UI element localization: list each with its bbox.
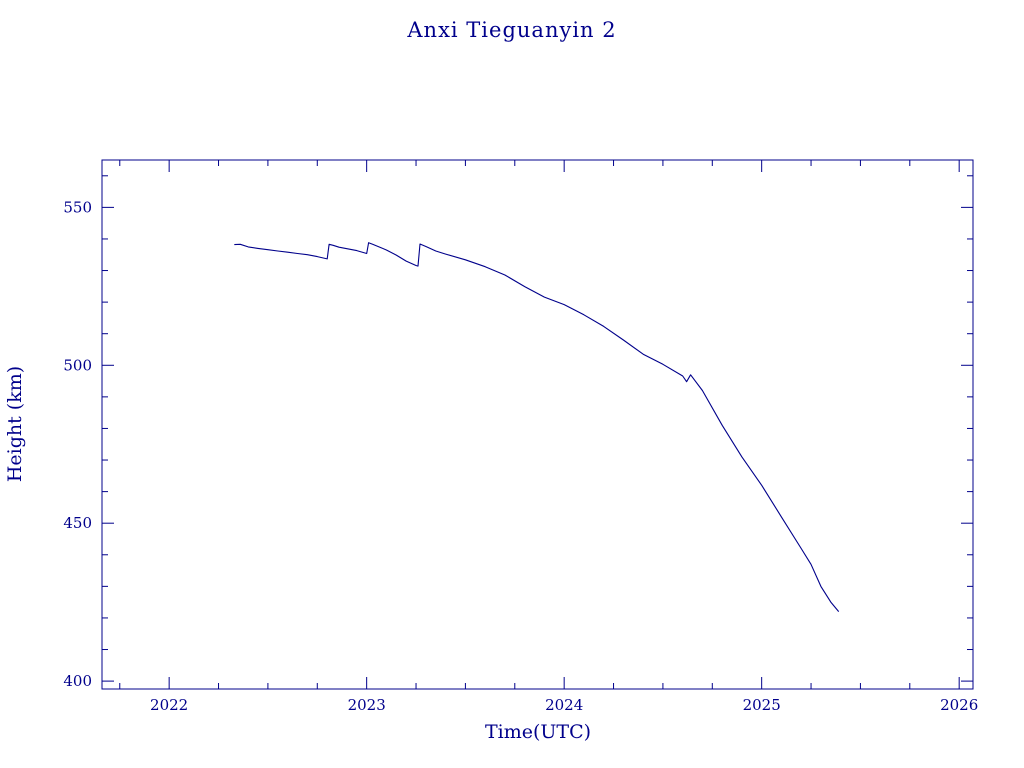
y-axis-label: Height (km) [4, 366, 26, 482]
axis-ticks [102, 160, 973, 689]
y-tick-label: 400 [63, 672, 92, 690]
tick-labels: 2022 2023 2024 2025 2026 400 450 500 550 [63, 198, 978, 714]
x-tick-label: 2024 [545, 696, 583, 714]
y-tick-label: 550 [63, 198, 92, 216]
x-axis-label: Time(UTC) [485, 721, 591, 743]
x-tick-label: 2022 [150, 696, 188, 714]
x-tick-label: 2025 [743, 696, 781, 714]
x-tick-label: 2026 [940, 696, 978, 714]
y-tick-label: 500 [63, 356, 92, 374]
chart-title: Anxi Tieguanyin 2 [406, 18, 616, 42]
x-tick-label: 2023 [348, 696, 386, 714]
height-series-line [234, 242, 840, 612]
plot-frame [101, 159, 974, 690]
y-tick-label: 450 [63, 514, 92, 532]
series-layer [234, 242, 840, 612]
